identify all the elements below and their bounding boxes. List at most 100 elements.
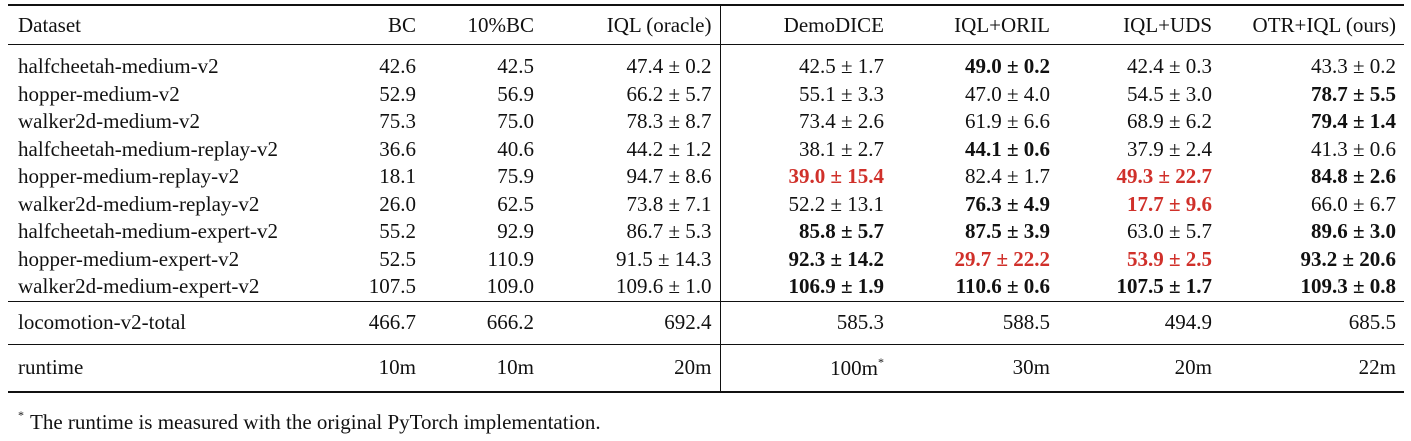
- column-header-otr-iql: OTR+IQL (ours): [1252, 12, 1396, 37]
- table-cell: 76.3 ± 4.9: [964, 191, 1050, 216]
- table-cell: 30m: [1012, 355, 1050, 379]
- table-cell: 100m*: [720, 344, 892, 392]
- table-cell: 41.3 ± 0.6: [1310, 136, 1396, 161]
- table-cell: 75.3: [379, 109, 416, 134]
- results-table: Dataset BC 10%BC IQL (oracle) DemoDICE I…: [8, 4, 1404, 393]
- row-label: hopper-medium-v2: [18, 81, 180, 106]
- results-table-container: Dataset BC 10%BC IQL (oracle) DemoDICE I…: [8, 4, 1404, 393]
- table-cell: 61.9 ± 6.6: [964, 109, 1050, 134]
- table-cell: 73.4 ± 2.6: [798, 109, 884, 134]
- table-cell: 49.3 ± 22.7: [1116, 164, 1212, 189]
- table-cell: 42.6: [379, 54, 416, 79]
- footnote-marker: *: [18, 408, 24, 422]
- table-cell: 588.5: [1002, 310, 1050, 334]
- table-cell: 94.7 ± 8.6: [542, 163, 721, 191]
- table-cell: 44.2 ± 1.2: [542, 135, 721, 163]
- row-label: runtime: [18, 355, 84, 379]
- column-header-10pct-bc: 10%BC: [467, 12, 534, 37]
- table-cell: 43.3 ± 0.2: [1310, 54, 1396, 79]
- table-cell: 75.0: [497, 109, 534, 134]
- table-cell: 466.7: [368, 310, 416, 334]
- table-cell: 63.0 ± 5.7: [1126, 219, 1212, 244]
- runtime-row: runtime 10m 10m 20m 100m* 30m 20m 22m: [8, 344, 1404, 392]
- table-cell: 42.5: [497, 54, 534, 79]
- table-cell: 78.7 ± 5.5: [1310, 81, 1396, 106]
- table-cell: 692.4: [542, 301, 721, 344]
- table-cell: 666.2: [486, 310, 534, 334]
- total-row: locomotion-v2-total 466.7 666.2 692.4 58…: [8, 301, 1404, 344]
- footnote: * The runtime is measured with the origin…: [18, 408, 601, 435]
- table-cell: 44.1 ± 0.6: [964, 136, 1050, 161]
- table-row: halfcheetah-medium-v2 42.6 42.5 47.4 ± 0.2 4…: [8, 44, 1404, 81]
- column-header-iql-oril: IQL+ORIL: [954, 12, 1050, 37]
- table-cell: 36.6: [379, 136, 416, 161]
- table-cell: 53.9 ± 2.5: [1126, 246, 1212, 271]
- footnote-marker: *: [878, 354, 884, 369]
- table-cell: 86.7 ± 5.3: [542, 218, 721, 246]
- table-cell: 68.9 ± 6.2: [1126, 109, 1212, 134]
- table-cell: 107.5: [368, 274, 416, 299]
- row-label: halfcheetah-medium-replay-v2: [18, 136, 279, 161]
- header-row: Dataset BC 10%BC IQL (oracle) DemoDICE I…: [8, 5, 1404, 45]
- table-cell: 85.8 ± 5.7: [798, 219, 884, 244]
- table-cell: 42.4 ± 0.3: [1126, 54, 1212, 79]
- table-row: hopper-medium-expert-v2 52.5 110.9 91.5 ± 1…: [8, 245, 1404, 273]
- table-cell: 107.5 ± 1.7: [1116, 274, 1212, 299]
- row-label: halfcheetah-medium-expert-v2: [18, 219, 279, 244]
- table-cell: 47.4 ± 0.2: [542, 44, 721, 81]
- table-cell: 93.2 ± 20.6: [1300, 246, 1396, 271]
- table-cell: 109.6 ± 1.0: [542, 273, 721, 301]
- table-cell: 109.0: [486, 274, 534, 299]
- row-label: walker2d-medium-expert-v2: [18, 274, 260, 299]
- column-header-demodice: DemoDICE: [783, 12, 884, 37]
- table-cell: 29.7 ± 22.2: [954, 246, 1050, 271]
- table-cell: 49.0 ± 0.2: [964, 54, 1050, 79]
- column-header-bc: BC: [387, 12, 416, 37]
- column-header-iql-uds: IQL+UDS: [1123, 12, 1212, 37]
- table-cell: 39.0 ± 15.4: [788, 164, 884, 189]
- table-cell: 106.9 ± 1.9: [788, 274, 884, 299]
- table-row: hopper-medium-v2 52.9 56.9 66.2 ± 5.7 55.1 ±…: [8, 80, 1404, 108]
- table-cell: 78.3 ± 8.7: [542, 108, 721, 136]
- table-cell: 66.2 ± 5.7: [542, 80, 721, 108]
- table-cell: 84.8 ± 2.6: [1310, 164, 1396, 189]
- table-cell: 87.5 ± 3.9: [964, 219, 1050, 244]
- table-row: halfcheetah-medium-replay-v2 36.6 40.6 44.2…: [8, 135, 1404, 163]
- row-label: halfcheetah-medium-v2: [18, 54, 219, 79]
- table-cell: 585.3: [836, 310, 884, 334]
- table-cell: 17.7 ± 9.6: [1126, 191, 1212, 216]
- table-cell: 37.9 ± 2.4: [1126, 136, 1212, 161]
- table-cell: 26.0: [379, 191, 416, 216]
- table-cell: 40.6: [497, 136, 534, 161]
- results-body: halfcheetah-medium-v2 42.6 42.5 47.4 ± 0.2 4…: [8, 44, 1404, 301]
- table-cell: 52.5: [379, 246, 416, 271]
- table-cell: 55.1 ± 3.3: [798, 81, 884, 106]
- table-cell: 10m: [378, 355, 416, 379]
- table-cell: 685.5: [1348, 310, 1396, 334]
- table-cell: 38.1 ± 2.7: [798, 136, 884, 161]
- table-cell: 62.5: [497, 191, 534, 216]
- table-row: walker2d-medium-replay-v2 26.0 62.5 73.8 ± …: [8, 190, 1404, 218]
- table-cell: 52.2 ± 13.1: [788, 191, 884, 216]
- table-cell: 55.2: [379, 219, 416, 244]
- table-cell: 54.5 ± 3.0: [1126, 81, 1212, 106]
- table-row: walker2d-medium-v2 75.3 75.0 78.3 ± 8.7 73.4…: [8, 108, 1404, 136]
- table-row: halfcheetah-medium-expert-v2 55.2 92.9 86.7…: [8, 218, 1404, 246]
- table-cell: 89.6 ± 3.0: [1310, 219, 1396, 244]
- table-row: hopper-medium-replay-v2 18.1 75.9 94.7 ± 8.…: [8, 163, 1404, 191]
- table-cell: 42.5 ± 1.7: [798, 54, 884, 79]
- footnote-text: The runtime is measured with the origina…: [30, 410, 601, 434]
- table-row: walker2d-medium-expert-v2 107.5 109.0 109.6…: [8, 273, 1404, 301]
- table-cell: 47.0 ± 4.0: [964, 81, 1050, 106]
- table-cell: 110.6 ± 0.6: [955, 274, 1050, 299]
- table-cell: 20m: [1174, 355, 1212, 379]
- table-cell: 92.3 ± 14.2: [788, 246, 884, 271]
- table-cell: 92.9: [497, 219, 534, 244]
- column-header-dataset: Dataset: [18, 12, 81, 37]
- table-cell: 73.8 ± 7.1: [542, 190, 721, 218]
- table-cell: 79.4 ± 1.4: [1310, 109, 1396, 134]
- row-label: walker2d-medium-replay-v2: [18, 191, 260, 216]
- row-label: locomotion-v2-total: [18, 310, 186, 334]
- runtime-value: 100m: [830, 355, 878, 380]
- table-cell: 10m: [496, 355, 534, 379]
